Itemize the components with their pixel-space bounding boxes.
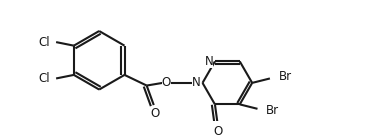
Text: Cl: Cl [38, 72, 50, 85]
Text: Br: Br [266, 104, 279, 117]
Text: N: N [192, 76, 201, 89]
Text: N: N [204, 55, 213, 68]
Text: O: O [150, 107, 159, 119]
Text: O: O [214, 125, 223, 137]
Text: Cl: Cl [38, 36, 50, 49]
Text: O: O [162, 76, 171, 89]
Text: Br: Br [279, 70, 292, 83]
